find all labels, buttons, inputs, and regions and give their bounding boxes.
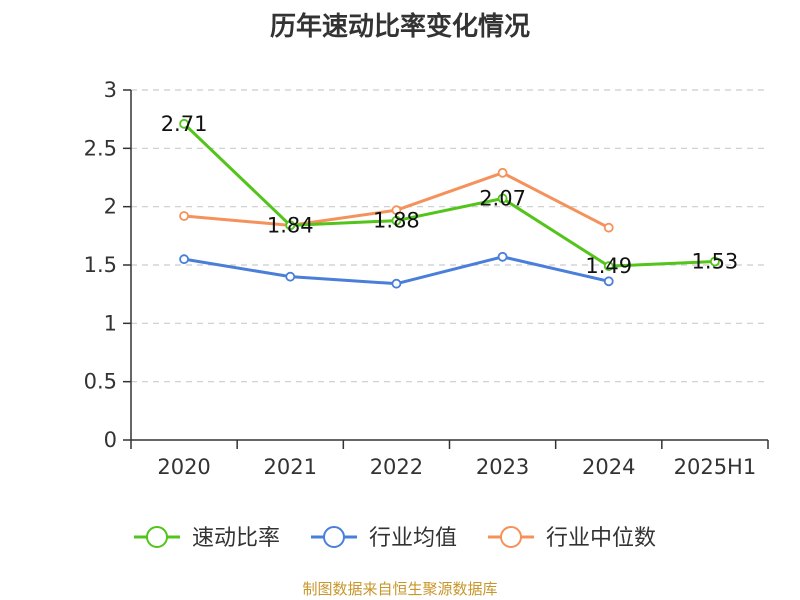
data-point — [391, 205, 402, 216]
data-point — [603, 222, 614, 233]
data-point — [179, 118, 189, 129]
legend-item: 速动比率 — [134, 526, 280, 551]
legend-item: 行业中位数 — [488, 526, 656, 551]
y-tick-label: 2.5 — [84, 136, 117, 160]
data-point — [710, 256, 720, 267]
x-tick-label: 2021 — [264, 455, 317, 479]
data-point — [179, 211, 189, 221]
data-label: 1.84 — [267, 213, 314, 237]
y-tick-label: 1.5 — [84, 253, 117, 277]
data-point — [179, 254, 189, 265]
data-point — [391, 215, 402, 226]
data-label: 1.49 — [585, 254, 632, 278]
legend-marker — [146, 526, 168, 548]
y-tick-label: 0 — [104, 428, 117, 452]
x-tick-label: 2025H1 — [674, 455, 757, 479]
data-label: 1.88 — [373, 209, 420, 233]
legend-item: 行业均值 — [311, 526, 457, 551]
data-point — [603, 276, 614, 287]
legend-label: 速动比率 — [192, 526, 280, 551]
data-point — [285, 220, 296, 231]
data-point — [603, 261, 614, 272]
data-point — [497, 251, 508, 262]
legend-label: 行业均值 — [369, 526, 457, 551]
data-label: 2.71 — [161, 112, 208, 136]
x-tick-label: 2022 — [370, 455, 423, 479]
y-tick-label: 1 — [104, 311, 117, 335]
source-footer: 制图数据来自恒生聚源数据库 — [302, 580, 498, 598]
y-tick-label: 0.5 — [84, 370, 117, 394]
x-tick-label: 2023 — [476, 455, 529, 479]
series-line — [183, 122, 715, 268]
data-label: 1.53 — [692, 250, 739, 274]
legend-label: 行业中位数 — [546, 526, 656, 551]
x-tick-label: 2024 — [582, 455, 635, 479]
data-point — [497, 167, 508, 178]
data-point — [391, 278, 402, 289]
data-label: 2.07 — [479, 187, 526, 211]
legend-marker — [500, 526, 522, 548]
data-point — [285, 271, 296, 282]
y-tick-label: 3 — [104, 78, 117, 102]
data-point — [497, 193, 508, 204]
chart-title: 历年速动比率变化情况 — [269, 12, 530, 42]
y-tick-label: 2 — [104, 195, 117, 219]
x-tick-label: 2020 — [157, 455, 210, 479]
legend-marker — [323, 526, 345, 548]
